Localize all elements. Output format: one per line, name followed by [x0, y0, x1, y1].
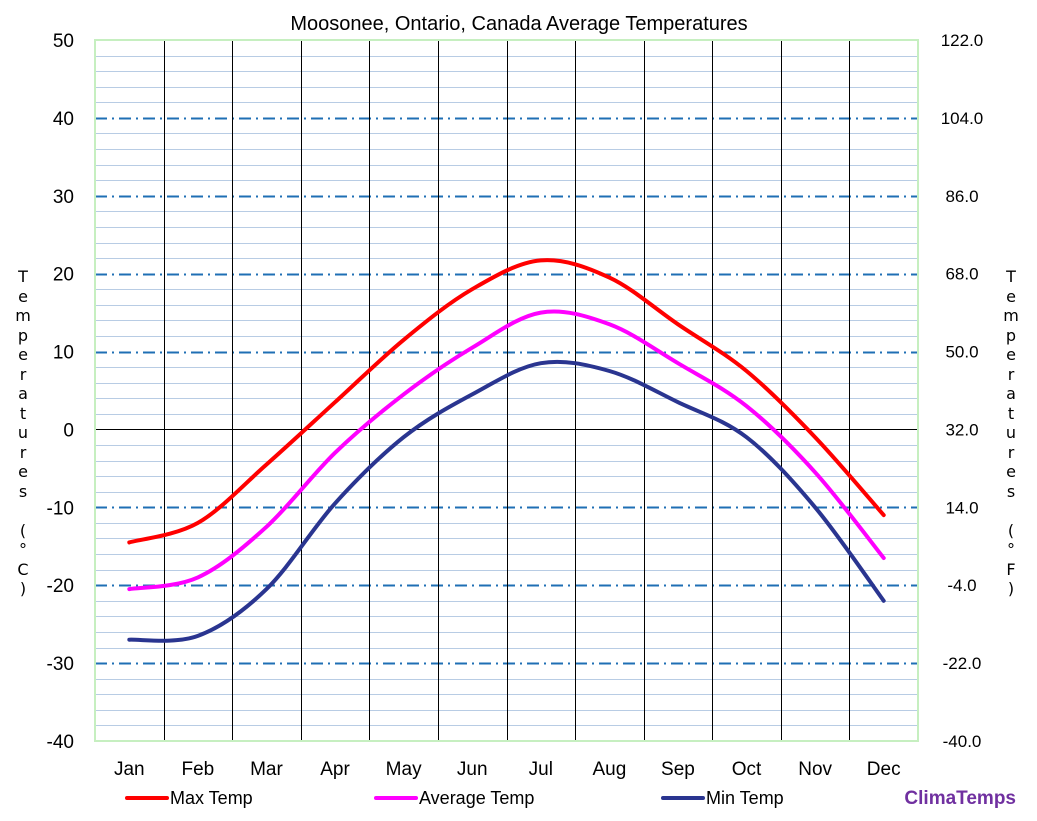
y-axis-label-left: T e m p e r a t u r e s ( ° C ) [15, 267, 31, 598]
x-tick-label: Nov [798, 759, 832, 780]
x-tick-label: Mar [250, 759, 283, 780]
y2-tick-label: -4.0 [947, 576, 976, 595]
series-lines [127, 258, 886, 643]
y-tick-label: 30 [53, 187, 74, 208]
y-tick-label: 40 [53, 109, 74, 130]
x-tick-label: Aug [592, 759, 626, 780]
x-tick-label: Dec [867, 759, 901, 780]
y2-tick-label: -22.0 [943, 654, 982, 673]
y2-tick-label: 104.0 [941, 109, 984, 128]
y-tick-label: 20 [53, 265, 74, 286]
plot-area [94, 39, 919, 742]
y-axis-label-right: T e m p e r a t u r e s ( ° F ) [1003, 267, 1019, 598]
y2-tick-label: 14.0 [945, 498, 978, 517]
legend-label-max: Max Temp [170, 788, 253, 808]
legend-label-average: Average Temp [419, 788, 534, 808]
y2-tick-label: 50.0 [945, 343, 978, 362]
x-tick-label: Jul [529, 759, 553, 780]
plot-border [94, 39, 919, 742]
plot-background [95, 40, 918, 741]
legend: Max Temp Average Temp Min Temp [125, 788, 784, 808]
brand-logo: ClimaTemps [904, 788, 1016, 809]
y-axis-right: 122.0 104.0 86.0 68.0 50.0 32.0 14.0 -4.0 -22.0 -… [941, 31, 984, 751]
y2-tick-label: 32.0 [945, 420, 978, 439]
x-tick-label: Jan [114, 759, 145, 780]
y-axis-left: 50 40 30 20 10 0 -10 -20 -30 -40 [47, 31, 74, 753]
x-axis: Jan Feb Mar Apr May Jun Jul Aug Sep Oct Nov Dec [114, 759, 901, 780]
y-tick-label: 0 [63, 420, 74, 441]
month-separators [164, 40, 850, 741]
y2-tick-label: -40.0 [943, 732, 982, 751]
y-tick-label: -20 [47, 576, 74, 597]
series-line-max-temp [127, 258, 886, 545]
y-tick-label: 50 [53, 31, 74, 52]
x-tick-label: Oct [732, 759, 762, 780]
y-tick-label: -30 [47, 654, 74, 675]
y2-tick-label: 68.0 [945, 265, 978, 284]
x-tick-label: Sep [661, 759, 695, 780]
y2-tick-label: 86.0 [945, 187, 978, 206]
series-line-average-temp [127, 309, 886, 592]
y-tick-label: -10 [47, 498, 74, 519]
legend-label-min: Min Temp [706, 788, 784, 808]
y-tick-label: 10 [53, 343, 74, 364]
x-tick-label: Apr [320, 759, 350, 780]
chart-title: Moosonee, Ontario, Canada Average Temper… [290, 13, 747, 35]
x-tick-label: May [386, 759, 422, 780]
series-line-min-temp [127, 359, 886, 643]
x-tick-label: Jun [457, 759, 488, 780]
y2-tick-label: 122.0 [941, 31, 984, 50]
y-tick-label: -40 [47, 732, 74, 753]
x-tick-label: Feb [182, 759, 215, 780]
